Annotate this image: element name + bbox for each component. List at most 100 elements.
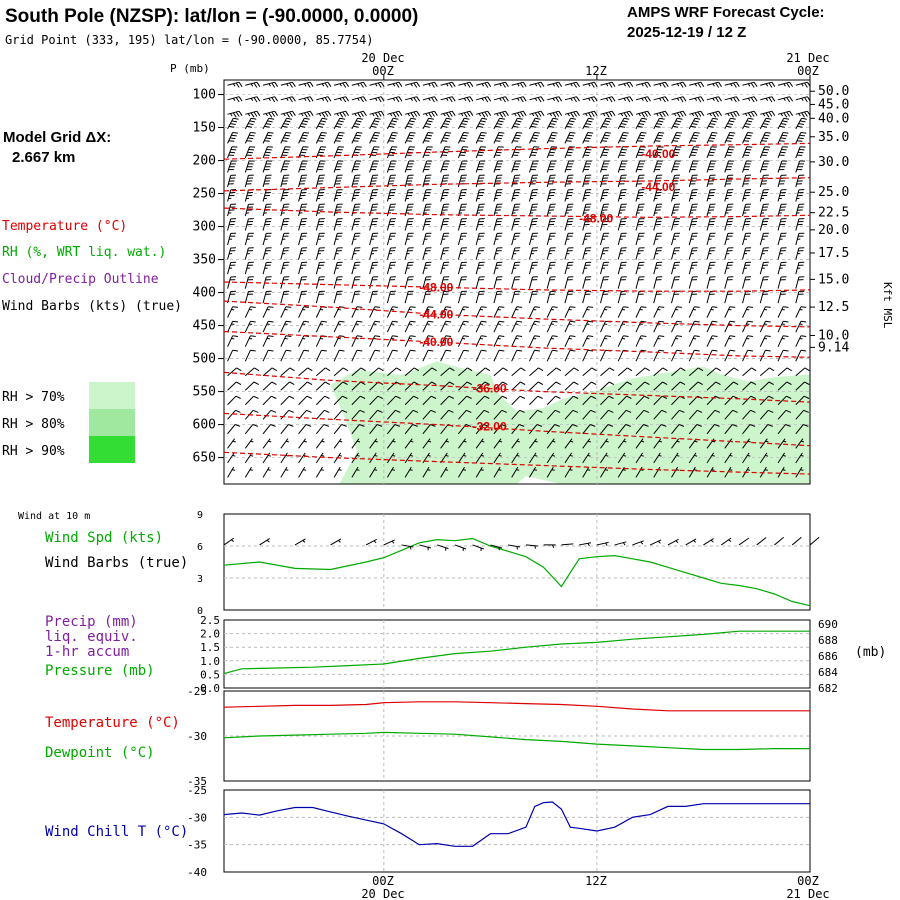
- barb-staff: [294, 538, 306, 546]
- height-tick-label: 50.0: [818, 84, 849, 99]
- barb-staff: [244, 247, 249, 260]
- barb-half-feather: [638, 113, 641, 117]
- barb-feather: [481, 349, 487, 352]
- barb-feather: [750, 395, 756, 399]
- barb-staff: [600, 466, 608, 478]
- barb-staff: [653, 306, 660, 318]
- wind-barb: [529, 395, 543, 406]
- barb-feather: [641, 112, 646, 118]
- barb-feather: [336, 137, 343, 140]
- barb-staff: [369, 367, 380, 377]
- wind-barb: [351, 452, 360, 464]
- barb-staff: [475, 276, 480, 289]
- wind-barb: [245, 96, 261, 103]
- wind-barb: [369, 81, 385, 88]
- barb-half-feather: [605, 542, 608, 546]
- barb-staff: [774, 536, 785, 546]
- wind-barb: [795, 452, 804, 464]
- barb-half-feather: [357, 440, 361, 443]
- barb-feather: [799, 134, 805, 137]
- barb-feather: [762, 137, 769, 140]
- wind-barb: [404, 110, 421, 118]
- barb-feather: [533, 134, 539, 137]
- barb-feather: [445, 306, 452, 308]
- barb-staff: [582, 175, 587, 188]
- wind-barb: [795, 232, 805, 246]
- wind-barb: [617, 132, 629, 144]
- barb-staff: [422, 409, 432, 420]
- barb-staff: [742, 96, 755, 101]
- wind-barb: [706, 174, 716, 188]
- barb-staff: [262, 132, 269, 144]
- wind-barb: [564, 276, 574, 289]
- barb-staff: [706, 110, 719, 115]
- barb-feather: [461, 123, 467, 125]
- barb-staff: [617, 367, 628, 377]
- barb-staff: [617, 452, 626, 464]
- wind-barb: [688, 276, 698, 289]
- barb-staff: [369, 452, 377, 464]
- barb-feather: [305, 424, 312, 427]
- wind-barb: [777, 349, 789, 362]
- barb-staff: [457, 218, 462, 231]
- barb-feather: [267, 120, 273, 123]
- barb-staff: [440, 118, 447, 130]
- barb-staff: [493, 204, 498, 217]
- barb-staff: [457, 233, 462, 246]
- wind-barb: [493, 96, 509, 103]
- barb-staff: [777, 452, 786, 464]
- wind-barb: [511, 189, 521, 202]
- barb-feather: [413, 395, 419, 399]
- wind-barb: [529, 452, 538, 464]
- wind-barb: [795, 132, 807, 144]
- barb-half-feather: [801, 98, 804, 101]
- barb-feather: [374, 320, 381, 323]
- wind-barb: [369, 174, 379, 188]
- barb-half-feather: [534, 83, 538, 87]
- barb-feather: [250, 335, 256, 337]
- barb-feather: [623, 117, 630, 120]
- barb-feather: [342, 97, 347, 103]
- barb-feather: [515, 120, 522, 123]
- barb-feather: [764, 120, 770, 123]
- wind-barb: [582, 466, 591, 478]
- barb-half-feather: [764, 469, 768, 471]
- barb-feather: [250, 306, 256, 308]
- wind-barb: [759, 424, 773, 435]
- wind-barb: [298, 110, 314, 118]
- wind-barb: [582, 110, 598, 118]
- barb-staff: [440, 395, 450, 406]
- barb-staff: [649, 539, 662, 546]
- barb-staff: [706, 452, 715, 464]
- wind-barb: [227, 335, 239, 347]
- wind-barb: [227, 409, 241, 420]
- barb-staff: [280, 367, 291, 377]
- barb-feather: [498, 132, 505, 134]
- wind-barb: [653, 290, 663, 304]
- barb-staff: [706, 247, 711, 260]
- barb-staff: [706, 321, 713, 333]
- wind-barb: [404, 146, 415, 159]
- barb-staff: [387, 367, 397, 377]
- wind-barb: [635, 306, 647, 318]
- wind-barb: [422, 232, 432, 246]
- wind-barb: [617, 203, 627, 217]
- barb-feather: [430, 395, 437, 399]
- barb-staff: [600, 118, 607, 130]
- barb-half-feather: [534, 454, 538, 457]
- barb-staff: [635, 409, 645, 420]
- barb-staff: [600, 306, 606, 318]
- barb-feather: [785, 424, 791, 427]
- wind10m-barb: [703, 538, 714, 546]
- wind-barb: [316, 81, 332, 88]
- barb-feather: [283, 137, 289, 140]
- barb-feather: [342, 111, 347, 117]
- wind-barb: [528, 160, 539, 173]
- wind-barb: [351, 96, 367, 103]
- wind-barb: [706, 320, 718, 333]
- barb-feather: [431, 111, 435, 117]
- barb-feather: [608, 381, 615, 386]
- wind-barb: [227, 367, 242, 377]
- wind-barb: [742, 367, 757, 377]
- barb-staff: [653, 96, 666, 101]
